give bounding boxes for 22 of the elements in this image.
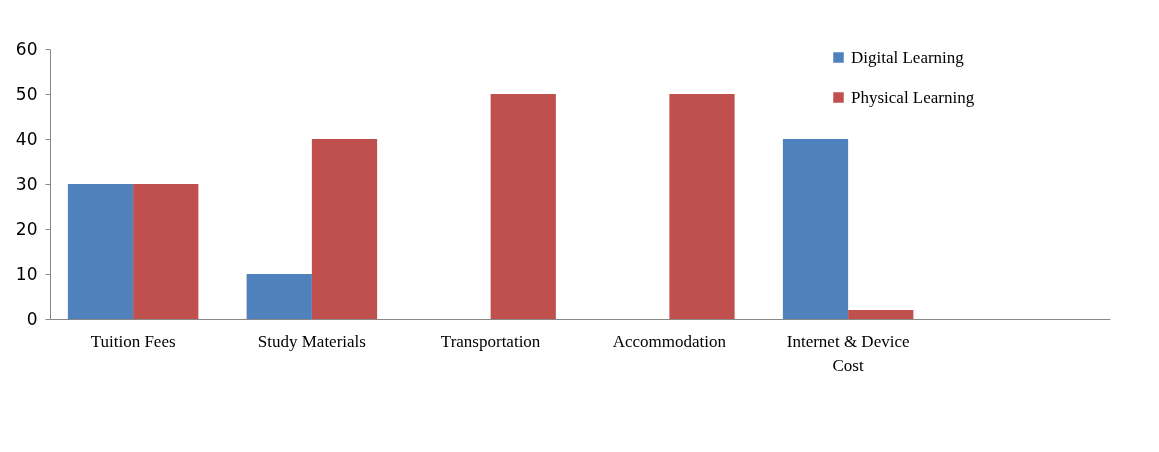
x-tick-label: Internet & Device Cost	[786, 331, 910, 375]
y-tick-label: 10	[15, 263, 38, 284]
legend-label: Physical Learning	[851, 87, 975, 107]
bar	[848, 310, 914, 319]
x-tick-label: Transportation	[440, 331, 541, 351]
bar	[782, 139, 849, 319]
bar	[133, 184, 199, 319]
x-tick-label: Tuition Fees	[90, 331, 176, 351]
y-tick-label: 30	[15, 173, 38, 194]
legend-label: Digital Learning	[851, 47, 965, 67]
y-tick-label: 50	[15, 83, 38, 104]
y-tick-label: 0	[26, 308, 38, 329]
x-tick-label: Study Materials	[257, 331, 366, 351]
bar	[67, 184, 134, 319]
bar	[669, 94, 735, 319]
y-tick-label: 40	[15, 128, 38, 149]
x-tick-label: Accommodation	[612, 331, 727, 351]
bar	[311, 139, 378, 319]
y-tick-label: 60	[15, 38, 38, 59]
bar	[246, 274, 312, 319]
bar	[490, 94, 556, 319]
y-tick-label: 20	[15, 218, 38, 239]
